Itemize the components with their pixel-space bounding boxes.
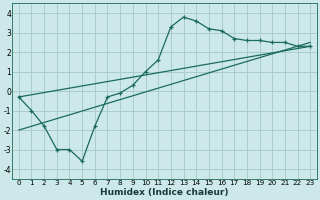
X-axis label: Humidex (Indice chaleur): Humidex (Indice chaleur) [100, 188, 229, 197]
